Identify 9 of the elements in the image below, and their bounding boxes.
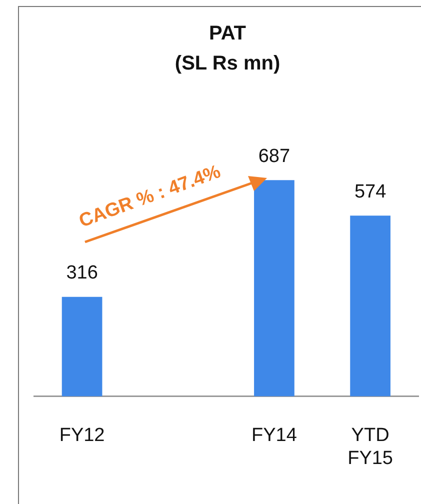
chart-subtitle: (SL Rs mn) <box>174 52 280 75</box>
data-label: 687 <box>258 146 290 167</box>
x-tick-label: FY12 <box>59 425 105 446</box>
chart-title: PAT <box>208 22 246 45</box>
data-label: 316 <box>66 262 98 284</box>
x-tick-label: FY14 <box>252 425 298 446</box>
x-tick-label: YTD FY15 <box>348 425 394 469</box>
data-label: 574 <box>354 181 387 202</box>
annotation: CAGR % : 47.4% <box>76 161 224 232</box>
